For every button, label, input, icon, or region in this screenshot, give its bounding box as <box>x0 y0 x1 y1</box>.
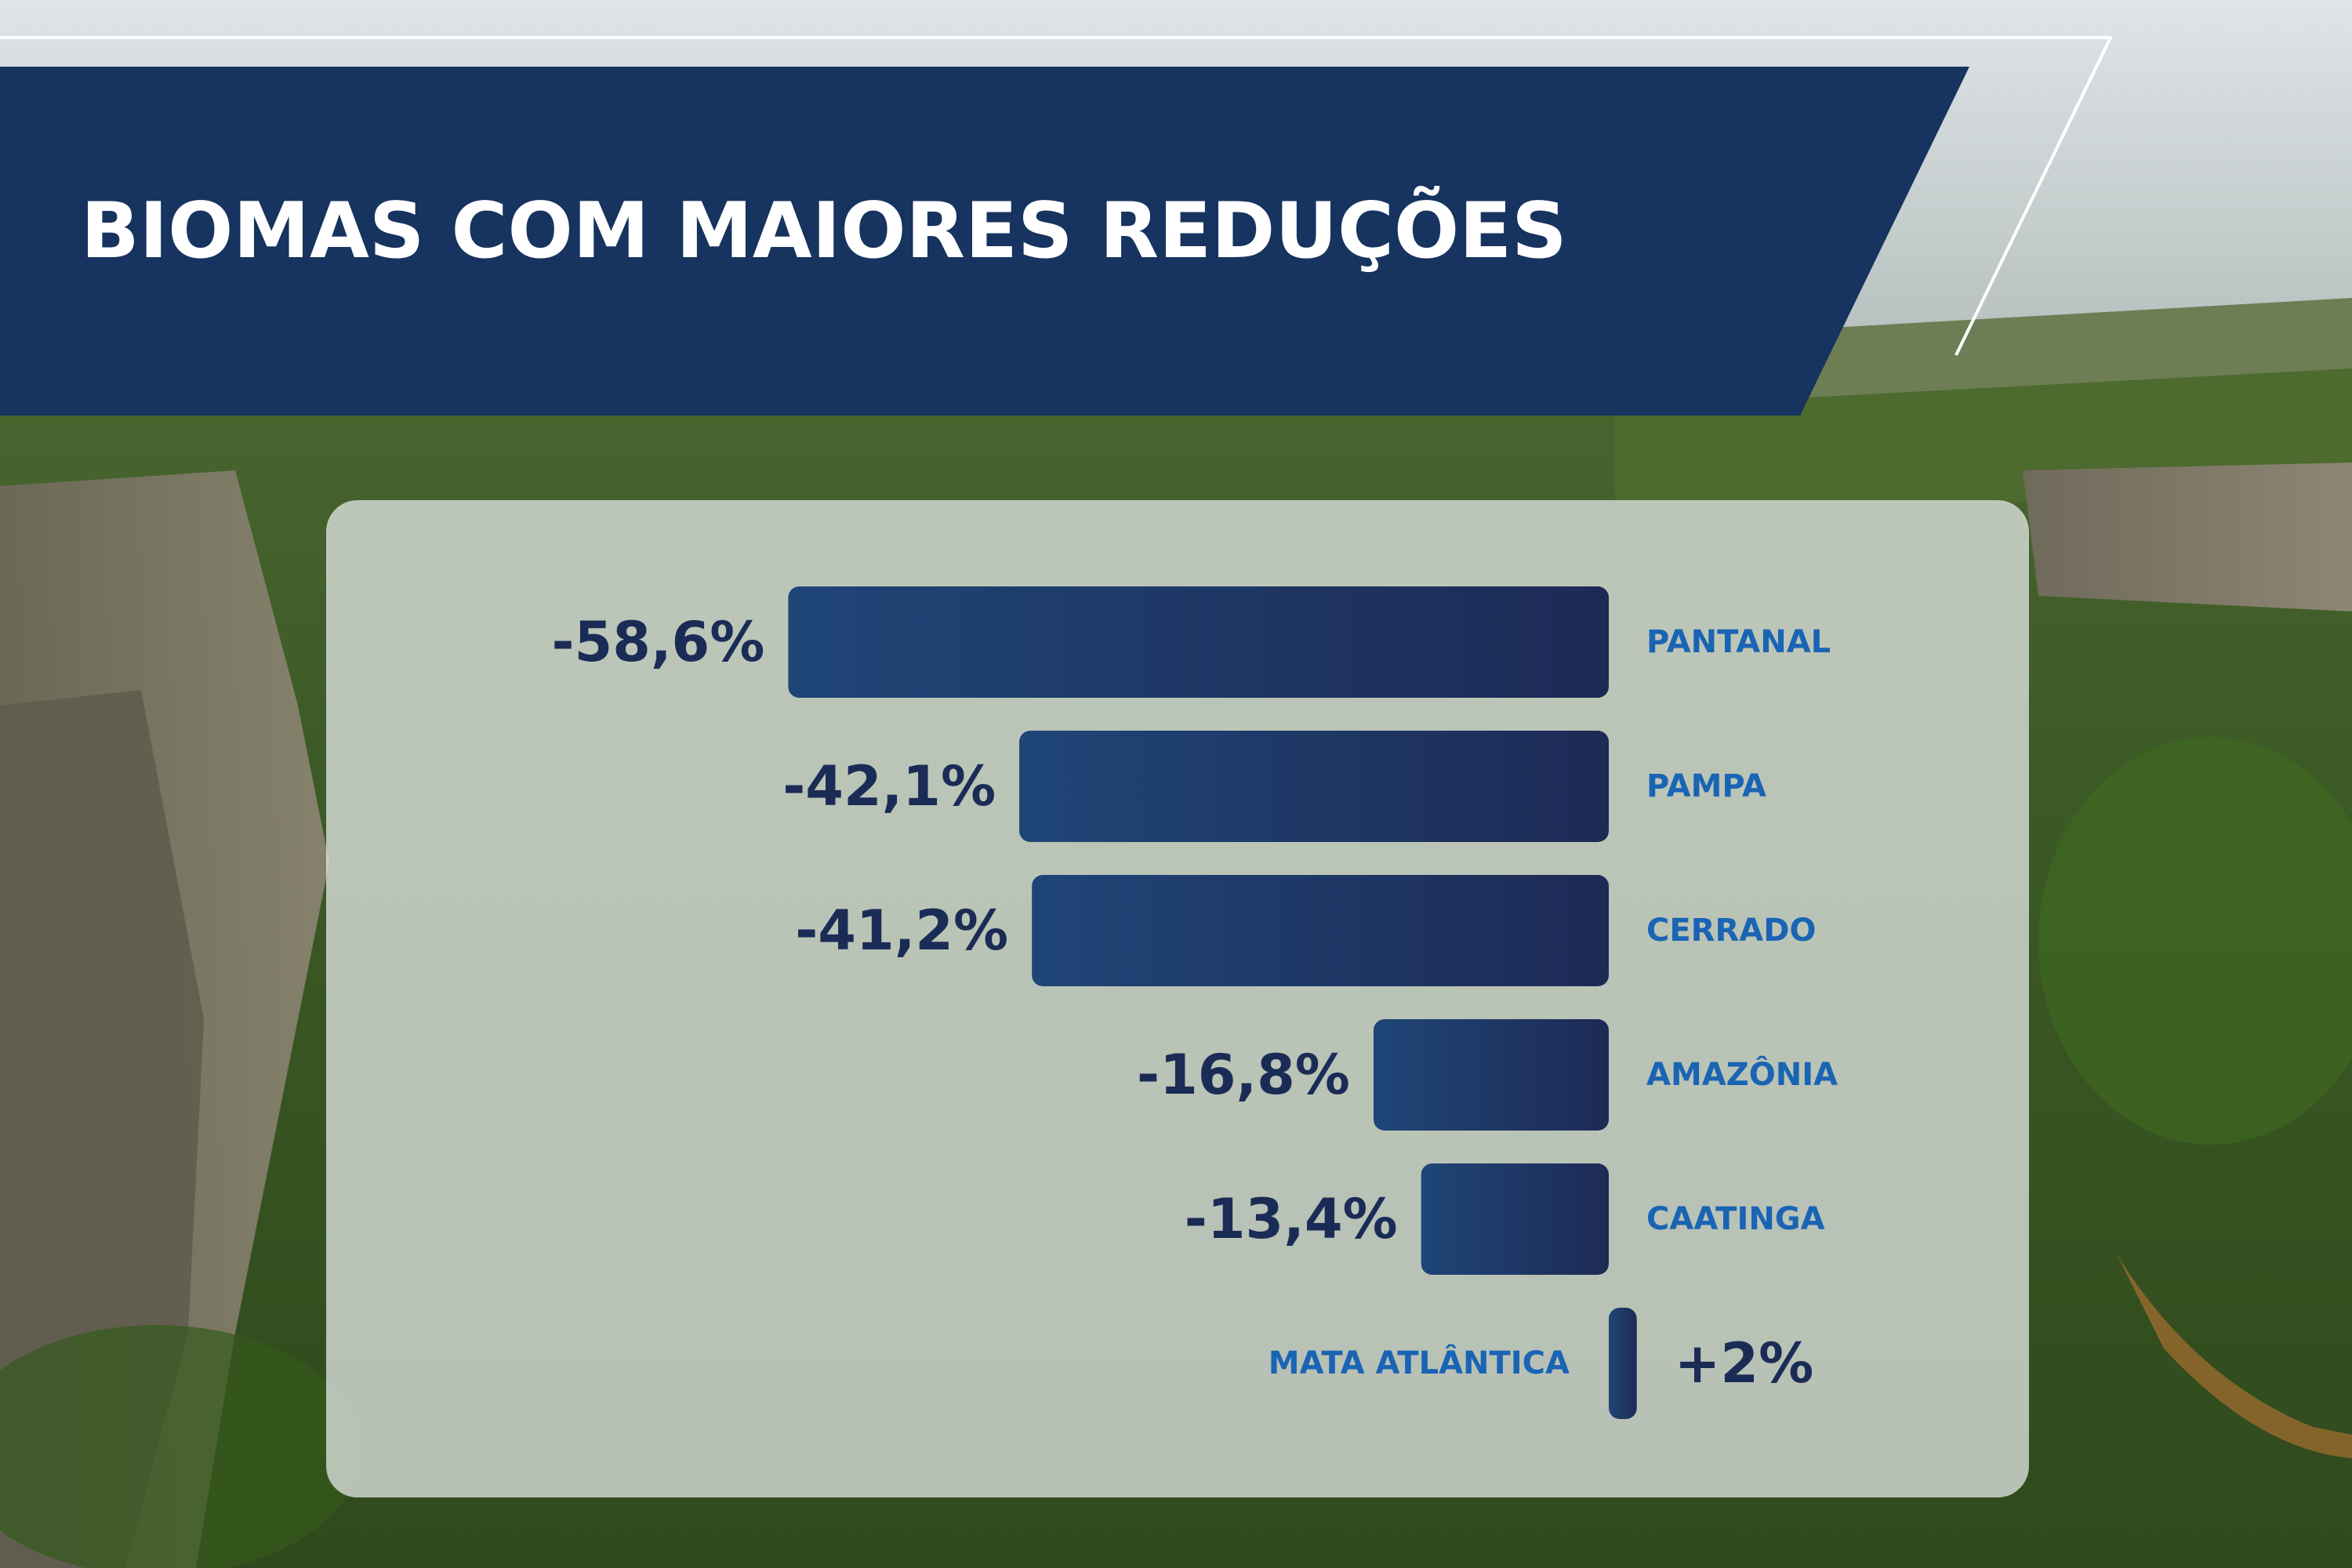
bars-group: -58,6% PANTANAL -42,1% PAMPA -41,2% CERRADO -1… <box>551 586 1838 1419</box>
value-label: -58,6% <box>551 610 764 674</box>
bar-cerrado <box>1032 875 1609 986</box>
category-label: MATA ATLÂNTICA <box>1269 1344 1570 1381</box>
value-label: -13,4% <box>1185 1187 1398 1251</box>
bar-pantanal <box>788 586 1609 698</box>
bar-mata-atlântica <box>1609 1308 1637 1419</box>
value-label: +2% <box>1675 1331 1814 1396</box>
category-label: CERRADO <box>1646 913 1816 949</box>
bar-caatinga <box>1421 1163 1609 1275</box>
value-label: -41,2% <box>795 898 1008 963</box>
category-label: PANTANAL <box>1646 624 1831 660</box>
value-label: -42,1% <box>782 754 996 818</box>
banner-shape <box>0 67 1969 416</box>
value-label: -16,8% <box>1137 1043 1350 1107</box>
bar-pampa <box>1019 731 1609 842</box>
title-banner <box>0 36 2114 416</box>
category-label: PAMPA <box>1646 768 1766 804</box>
bar-amazônia <box>1373 1019 1609 1131</box>
category-label: CAATINGA <box>1646 1201 1825 1237</box>
page-title: BIOMAS COM MAIORES REDUÇÕES <box>81 187 1567 276</box>
banner-accent-line <box>0 36 2114 356</box>
category-label: AMAZÔNIA <box>1646 1055 1838 1093</box>
